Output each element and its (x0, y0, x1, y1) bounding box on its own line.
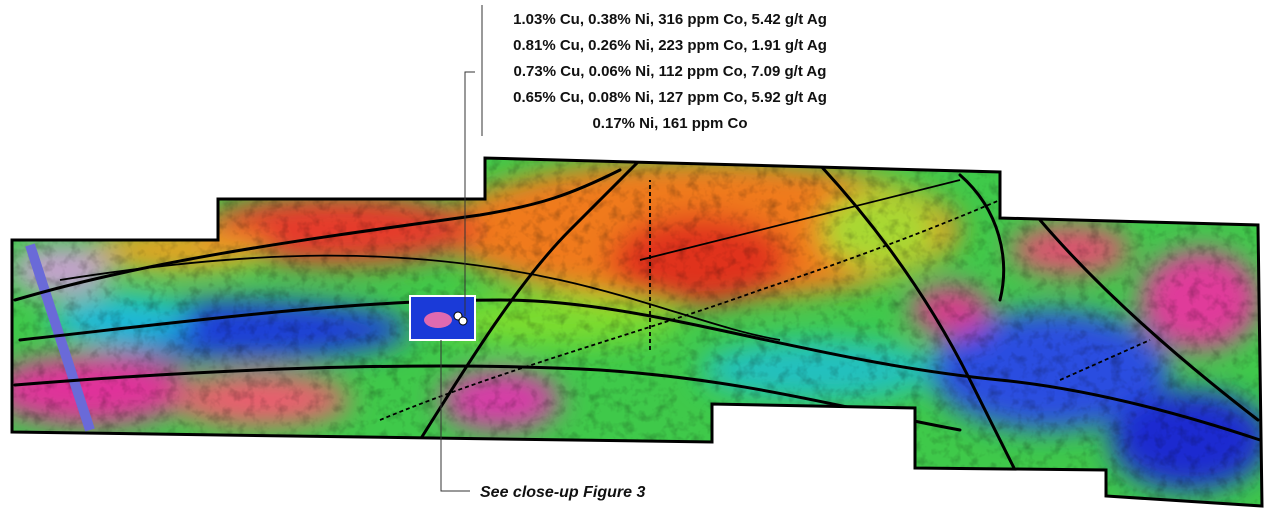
assay-line: 0.81% Cu, 0.26% Ni, 223 ppm Co, 1.91 g/t… (513, 37, 827, 54)
survey-outline (10, 156, 1264, 508)
inset-box (409, 295, 476, 341)
assay-labels: 1.03% Cu, 0.38% Ni, 316 ppm Co, 5.42 g/t… (513, 11, 827, 132)
assay-line: 0.73% Cu, 0.06% Ni, 112 ppm Co, 7.09 g/t… (514, 63, 827, 80)
magnetic-map (12, 158, 1262, 506)
callout-label: See close-up Figure 3 (480, 484, 645, 501)
leader-lines (440, 5, 483, 492)
assay-line: 1.03% Cu, 0.38% Ni, 316 ppm Co, 5.42 g/t… (513, 11, 827, 28)
assay-line: 0.17% Ni, 161 ppm Co (592, 115, 747, 132)
assay-line: 0.65% Cu, 0.08% Ni, 127 ppm Co, 5.92 g/t… (513, 89, 827, 106)
